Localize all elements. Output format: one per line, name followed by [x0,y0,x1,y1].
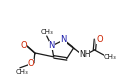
Text: CH₃: CH₃ [40,29,53,35]
Text: N: N [48,41,55,50]
Text: NH: NH [79,50,90,59]
Text: CH₃: CH₃ [104,54,117,60]
Text: O: O [96,35,103,44]
Text: O: O [21,41,27,50]
Text: O: O [27,59,34,68]
Text: CH₃: CH₃ [15,69,28,75]
Text: N: N [60,35,67,44]
